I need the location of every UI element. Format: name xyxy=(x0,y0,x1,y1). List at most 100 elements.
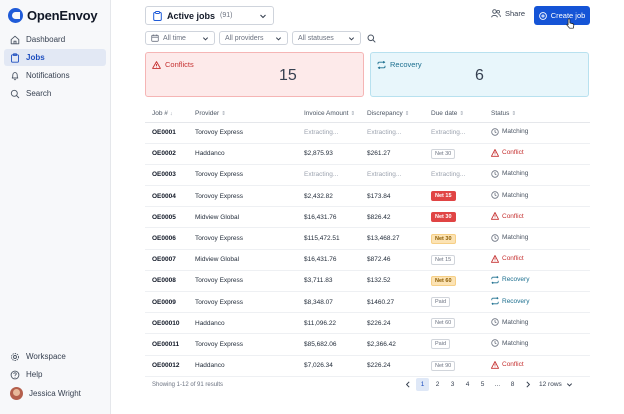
table-row[interactable]: OE00012 Haddanco $7,026.34 $226.24 Net 90 Con… xyxy=(145,355,590,377)
table-row[interactable]: OE0004 Torovoy Express $2,432.82 $173.84 Net… xyxy=(145,185,590,208)
sidebar-item-workspace[interactable]: Workspace xyxy=(4,348,106,365)
app-name: OpenEnvoy xyxy=(27,8,98,23)
prev-page-button[interactable] xyxy=(401,378,414,391)
user-profile[interactable]: Jessica Wright xyxy=(4,384,106,402)
table-footer: Showing 1-12 of 91 results 1 2 3 4 5... 8 12 … xyxy=(145,377,590,395)
job-id-cell: OE0005 xyxy=(145,206,195,229)
status-label: Matching xyxy=(502,234,529,242)
discrepancy-cell: $2,366.42 xyxy=(367,333,431,356)
status-cell: Conflict xyxy=(491,355,590,377)
search-icon xyxy=(367,34,376,43)
table-row[interactable]: OE0006 Torovoy Express $115,472.51 $13,468.… xyxy=(145,227,590,250)
table-row[interactable]: OE0001 Torovoy Express Extracting... Extrac… xyxy=(145,122,590,144)
column-header[interactable]: Status ⇕ xyxy=(491,106,590,123)
sidebar-item-help[interactable]: Help xyxy=(4,366,106,383)
due-date-cell: Extracting... xyxy=(431,164,491,187)
status-cell: Matching xyxy=(491,312,590,335)
nav-label: Search xyxy=(26,89,52,98)
invoice-amount-cell: $115,472.51 xyxy=(304,227,367,250)
conflicts-card[interactable]: Conflicts 15 xyxy=(145,52,364,97)
discrepancy-cell: $872.46 xyxy=(367,249,431,271)
home-icon xyxy=(10,35,20,44)
status-cell: Conflict xyxy=(491,249,590,271)
page-button[interactable]: 1 xyxy=(416,378,429,391)
page-button[interactable]: 2 xyxy=(435,381,440,388)
sidebar-item-notifications[interactable]: Notifications xyxy=(4,67,106,84)
column-header[interactable]: Job # ↓ xyxy=(145,106,195,123)
table-row[interactable]: OE0007 Midview Global $16,431.76 $872.46 Net… xyxy=(145,249,590,271)
view-selector[interactable]: Active jobs (91) xyxy=(145,6,274,25)
providers-filter[interactable]: All providers xyxy=(219,31,288,45)
column-header-label: Invoice Amount xyxy=(304,110,349,118)
due-date-cell: Net 60 xyxy=(431,312,491,335)
sort-desc-icon: ↓ xyxy=(169,111,173,118)
rows-per-page-select[interactable]: 12 rows xyxy=(539,381,573,388)
sort-icon: ⇕ xyxy=(459,111,464,118)
statuses-filter[interactable]: All statuses xyxy=(292,31,361,45)
sidebar-item-search[interactable]: Search xyxy=(4,85,106,102)
provider-cell: Haddanco xyxy=(195,143,304,165)
date-filter[interactable]: All time xyxy=(145,31,215,45)
sidebar-item-jobs[interactable]: Jobs xyxy=(4,49,106,66)
user-name: Jessica Wright xyxy=(29,388,81,398)
table-row[interactable]: OE00010 Haddanco $11,096.22 $226.24 Net 60 Ma… xyxy=(145,312,590,335)
create-job-label: Create job xyxy=(550,11,586,20)
clock-icon xyxy=(491,191,499,199)
due-date-cell: Extracting... xyxy=(431,122,491,144)
nav-label: Workspace xyxy=(26,352,66,361)
due-date-badge: Paid xyxy=(431,339,451,350)
status-cell: Conflict xyxy=(491,206,590,229)
sidebar-item-dashboard[interactable]: Dashboard xyxy=(4,31,106,48)
page-button[interactable]: 8 xyxy=(510,381,515,388)
job-id-cell: OE00012 xyxy=(145,355,195,377)
repeat-icon xyxy=(491,275,499,284)
due-date-badge: Net 60 xyxy=(431,275,456,286)
table-row[interactable]: OE0002 Haddanco $2,875.93 $261.27 Net 30 Conf… xyxy=(145,143,590,165)
next-page-button[interactable] xyxy=(521,378,534,391)
table-row[interactable]: OE0009 Torovoy Express $8,348.07 $1460.27 Pa… xyxy=(145,291,590,314)
recovery-card[interactable]: Recovery 6 xyxy=(370,52,589,97)
sidebar-nav: Dashboard Jobs Notifications Search xyxy=(4,31,106,103)
recovery-count: 6 xyxy=(475,67,484,84)
warning-icon xyxy=(491,148,499,157)
provider-cell: Midview Global xyxy=(195,206,304,229)
provider-cell: Haddanco xyxy=(195,312,304,335)
column-header-label: Job # xyxy=(152,110,168,118)
search-button[interactable] xyxy=(367,34,376,43)
provider-cell: Torovoy Express xyxy=(195,227,304,250)
status-cell: Conflict xyxy=(491,143,590,165)
page-button[interactable]: 3 xyxy=(450,381,455,388)
provider-cell: Torovoy Express xyxy=(195,291,304,314)
view-label: Active jobs xyxy=(167,10,216,21)
status-cell: Matching xyxy=(491,164,590,187)
chevron-down-icon xyxy=(566,383,572,387)
chevron-down-icon xyxy=(260,14,266,19)
invoice-amount-cell: $7,026.34 xyxy=(304,355,367,377)
job-id-cell: OE0002 xyxy=(145,143,195,165)
table-row[interactable]: OE0005 Midview Global $16,431.76 $826.42 Net… xyxy=(145,206,590,229)
discrepancy-cell: $13,468.27 xyxy=(367,227,431,250)
due-date-badge: Net 15 xyxy=(431,254,456,265)
conflicts-card-header: Conflicts xyxy=(152,60,194,69)
discrepancy-cell: $132.52 xyxy=(367,270,431,293)
table-row[interactable]: OE0003 Torovoy Express Extracting... Extrac… xyxy=(145,164,590,187)
page-button[interactable]: 4 xyxy=(465,381,470,388)
create-job-button[interactable]: Create job xyxy=(534,6,590,25)
provider-cell: Torovoy Express xyxy=(195,185,304,208)
sidebar-bottom: Workspace Help Jessica Wright xyxy=(4,348,106,402)
clipboard-icon xyxy=(11,52,19,63)
table-row[interactable]: OE00011 Torovoy Express $85,682.06 $2,366.4… xyxy=(145,333,590,356)
warning-icon xyxy=(152,60,161,69)
page-button[interactable]: 5 xyxy=(480,381,485,388)
column-header[interactable]: Discrepancy ⇕ xyxy=(367,106,431,123)
invoice-amount-cell: $8,348.07 xyxy=(304,291,367,314)
app-logo[interactable]: OpenEnvoy xyxy=(8,8,98,23)
warning-icon xyxy=(491,212,499,221)
table-row[interactable]: OE0008 Torovoy Express $3,711.83 $132.52 Net… xyxy=(145,270,590,293)
column-header[interactable]: Provider ⇕ xyxy=(195,106,304,123)
share-button[interactable]: Share xyxy=(491,9,525,18)
job-id-cell: OE00010 xyxy=(145,312,195,335)
status-cell: Matching xyxy=(491,333,590,356)
column-header[interactable]: Invoice Amount ⇕ xyxy=(304,106,367,123)
column-header[interactable]: Due date ⇕ xyxy=(431,106,491,123)
